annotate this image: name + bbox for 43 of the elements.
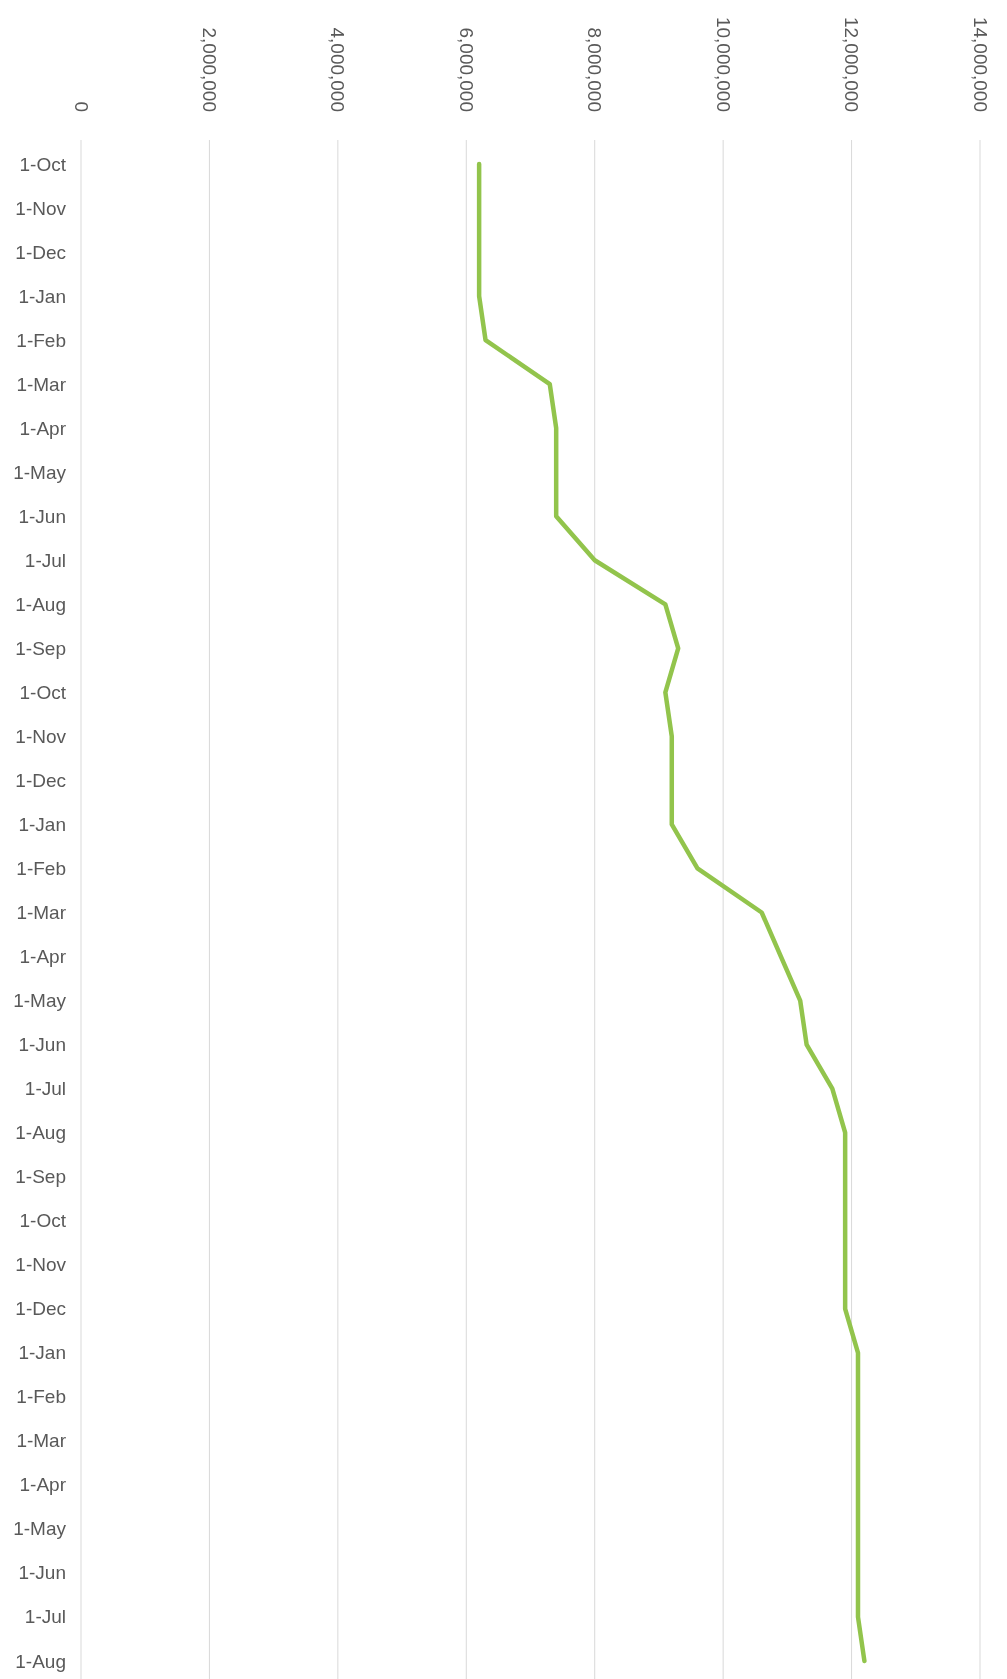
x-tick-label: 6,000,000 bbox=[455, 27, 477, 112]
y-tick-label: 1-Jul bbox=[24, 1606, 66, 1628]
y-tick-label: 1-Jan bbox=[18, 285, 66, 307]
y-tick-label: 1-Dec bbox=[15, 769, 66, 791]
y-tick-label: 1-Feb bbox=[16, 1386, 66, 1408]
y-tick-label: 1-Oct bbox=[19, 1210, 67, 1232]
y-tick-label: 1-Feb bbox=[16, 857, 66, 879]
y-tick-label: 1-Jul bbox=[24, 549, 66, 571]
x-tick-label: 0 bbox=[70, 101, 92, 112]
y-tick-label: 1-Aug bbox=[15, 593, 66, 615]
y-tick-label: 1-Nov bbox=[15, 197, 67, 219]
y-tick-label: 1-Mar bbox=[16, 1430, 67, 1452]
x-tick-label: 12,000,000 bbox=[841, 16, 863, 112]
y-tick-label: 1-Aug bbox=[15, 1650, 66, 1672]
y-tick-label: 1-Jul bbox=[24, 1078, 66, 1100]
y-tick-label: 1-Aug bbox=[15, 1122, 66, 1144]
y-tick-label: 1-Mar bbox=[16, 902, 67, 923]
y-tick-label: 1-Sep bbox=[15, 1166, 66, 1188]
y-tick-label: 1-Dec bbox=[15, 241, 66, 263]
x-tick-label: 8,000,000 bbox=[584, 27, 606, 112]
y-tick-label: 1-Jun bbox=[18, 1034, 66, 1056]
y-tick-label: 1-Feb bbox=[16, 329, 66, 351]
x-tick-label: 10,000,000 bbox=[712, 16, 734, 112]
x-tick-label: 2,000,000 bbox=[198, 27, 220, 112]
y-tick-label: 1-May bbox=[13, 461, 67, 483]
y-tick-label: 1-Jan bbox=[18, 1342, 66, 1364]
y-tick-label: 1-Mar bbox=[16, 373, 67, 395]
y-tick-label: 1-Apr bbox=[19, 946, 67, 968]
x-tick-label: 14,000,000 bbox=[969, 16, 991, 112]
y-tick-label: 1-Jun bbox=[18, 505, 66, 527]
y-tick-label: 1-May bbox=[13, 1518, 67, 1540]
y-tick-label: 1-Apr bbox=[19, 1474, 67, 1496]
y-tick-label: 1-Jun bbox=[18, 1562, 66, 1584]
y-tick-label: 1-Jan bbox=[18, 813, 66, 835]
y-tick-label: 1-Apr bbox=[19, 417, 67, 439]
y-tick-label: 1-Dec bbox=[15, 1298, 66, 1320]
y-tick-label: 1-May bbox=[13, 990, 67, 1012]
x-tick-label: 4,000,000 bbox=[327, 27, 349, 112]
y-tick-label: 1-Oct bbox=[19, 681, 67, 703]
y-tick-label: 1-Nov bbox=[15, 725, 67, 747]
y-tick-label: 1-Oct bbox=[19, 153, 67, 175]
y-tick-label: 1-Nov bbox=[15, 1254, 67, 1276]
y-tick-label: 1-Sep bbox=[15, 637, 66, 659]
